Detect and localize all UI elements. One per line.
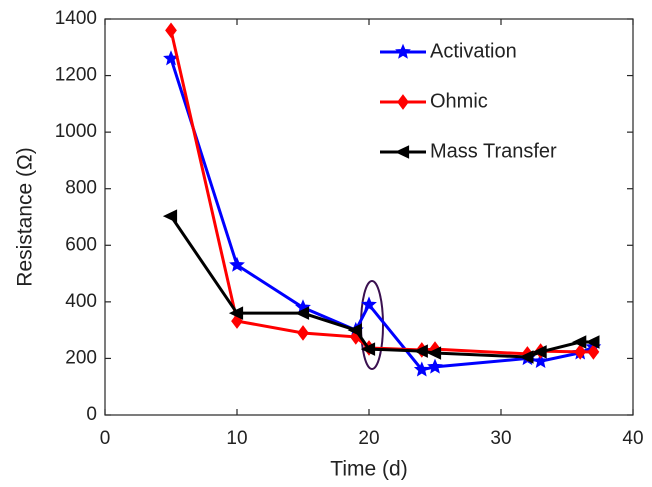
x-tick-label: 30	[490, 428, 511, 449]
data-point	[228, 306, 244, 320]
x-tick-label: 20	[358, 428, 379, 449]
y-tick-label: 1200	[55, 65, 97, 86]
y-tick-label: 1400	[55, 8, 97, 29]
data-point	[426, 346, 442, 360]
data-point	[413, 344, 428, 358]
data-point	[231, 313, 243, 329]
data-point	[427, 358, 443, 374]
legend-marker	[394, 145, 410, 159]
data-point	[360, 342, 376, 356]
data-point	[532, 352, 549, 368]
x-tick-label: 0	[100, 428, 111, 449]
data-point	[229, 256, 245, 272]
legend-label: Ohmic	[430, 90, 488, 112]
y-tick-label: 800	[65, 178, 97, 199]
legend-label: Mass Transfer	[430, 140, 557, 162]
legend-label: Activation	[430, 40, 517, 62]
data-point	[585, 335, 600, 349]
data-point	[162, 209, 178, 223]
data-point	[347, 323, 362, 337]
data-point	[297, 325, 309, 341]
data-point	[413, 361, 430, 377]
data-point	[294, 306, 310, 320]
y-tick-label: 600	[65, 234, 97, 255]
data-point	[587, 344, 600, 360]
data-point	[519, 350, 534, 364]
legend-marker	[397, 94, 409, 110]
x-tick-label: 10	[226, 428, 247, 449]
data-point	[574, 344, 587, 360]
highlight-ellipse	[360, 280, 384, 370]
data-point	[532, 345, 547, 359]
y-tick-label: 0	[86, 404, 97, 425]
x-tick-label: 40	[622, 428, 643, 449]
y-axis-label: Resistance (Ω)	[14, 147, 37, 286]
y-tick-label: 1000	[55, 121, 97, 142]
x-axis-label: Time (d)	[330, 458, 407, 481]
data-point	[165, 22, 177, 39]
y-tick-label: 400	[65, 291, 97, 312]
legend-marker	[395, 43, 411, 59]
y-tick-label: 200	[65, 347, 97, 368]
data-point	[361, 296, 377, 312]
